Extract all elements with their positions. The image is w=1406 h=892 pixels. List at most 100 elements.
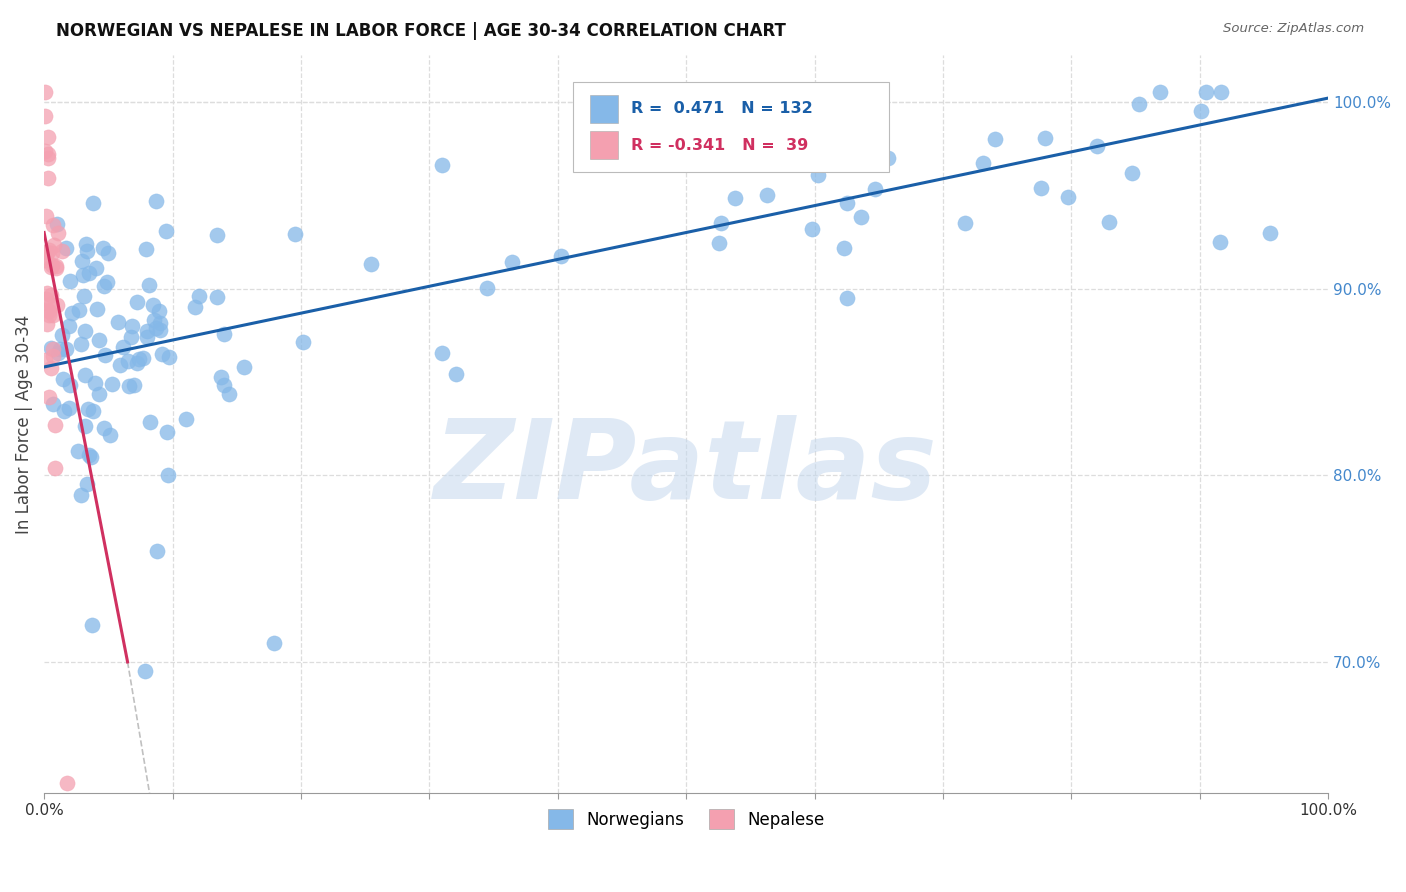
FancyBboxPatch shape xyxy=(591,95,619,123)
Point xyxy=(159,350,181,364)
Point xyxy=(89,333,111,347)
Point xyxy=(430,158,453,172)
Point xyxy=(823,86,845,100)
Point xyxy=(101,376,124,391)
Point xyxy=(46,227,69,241)
Point xyxy=(475,281,498,295)
Point xyxy=(835,196,858,211)
Point xyxy=(34,252,56,267)
Point xyxy=(139,415,162,429)
Point xyxy=(1057,189,1080,203)
Point xyxy=(67,302,90,317)
Point xyxy=(832,241,855,255)
Point xyxy=(42,238,65,252)
Point xyxy=(86,301,108,316)
Point xyxy=(214,326,236,341)
Point xyxy=(205,290,228,304)
Point xyxy=(846,86,869,100)
Point xyxy=(1128,96,1150,111)
Point xyxy=(37,147,59,161)
Point xyxy=(37,129,59,144)
Point xyxy=(44,418,66,433)
Point xyxy=(107,315,129,329)
Point xyxy=(863,182,886,196)
Point xyxy=(38,309,60,323)
Point xyxy=(62,306,84,320)
Point xyxy=(118,379,141,393)
Point xyxy=(59,274,82,288)
Point xyxy=(87,387,110,401)
Point xyxy=(205,228,228,243)
Point xyxy=(75,419,97,434)
Point xyxy=(263,636,285,650)
Point xyxy=(135,242,157,256)
Point xyxy=(148,304,170,318)
Point xyxy=(51,328,73,343)
Point xyxy=(39,287,62,301)
Point xyxy=(35,209,58,223)
Point xyxy=(756,188,779,202)
Point xyxy=(1209,86,1232,100)
Point xyxy=(184,300,207,314)
Point xyxy=(86,260,108,275)
Point xyxy=(73,368,96,382)
Point xyxy=(70,253,93,268)
Point xyxy=(1209,235,1232,249)
Point xyxy=(34,144,56,158)
Point xyxy=(134,665,156,679)
Point xyxy=(1033,131,1056,145)
Point xyxy=(156,425,179,440)
Point xyxy=(45,218,67,232)
FancyBboxPatch shape xyxy=(591,131,619,159)
Point xyxy=(82,196,104,211)
Point xyxy=(855,135,877,149)
Point xyxy=(155,224,177,238)
Point xyxy=(69,337,91,351)
Point xyxy=(121,319,143,334)
Point xyxy=(82,404,104,418)
Point xyxy=(127,356,149,370)
Point xyxy=(45,261,67,276)
Point xyxy=(984,132,1007,146)
Legend: Norwegians, Nepalese: Norwegians, Nepalese xyxy=(541,802,831,836)
Point xyxy=(432,346,454,360)
Point xyxy=(724,191,747,205)
FancyBboxPatch shape xyxy=(574,82,889,171)
Point xyxy=(112,340,135,354)
Point xyxy=(98,427,121,442)
Point xyxy=(76,477,98,491)
Point xyxy=(91,241,114,255)
Text: Source: ZipAtlas.com: Source: ZipAtlas.com xyxy=(1223,22,1364,36)
Point xyxy=(1189,104,1212,119)
Point xyxy=(39,260,62,274)
Point xyxy=(149,316,172,330)
Point xyxy=(136,329,159,343)
Point xyxy=(41,245,63,260)
Point xyxy=(128,352,150,367)
Point xyxy=(877,151,900,165)
Point xyxy=(34,352,56,367)
Point xyxy=(77,449,100,463)
Point xyxy=(149,323,172,337)
Point xyxy=(35,286,58,301)
Point xyxy=(58,401,80,416)
Point xyxy=(34,109,56,123)
Point xyxy=(93,348,115,362)
Point xyxy=(188,289,211,303)
Point xyxy=(38,390,60,404)
Point xyxy=(142,298,165,312)
Point xyxy=(110,358,132,372)
Point xyxy=(145,194,167,208)
Point xyxy=(218,387,240,401)
Text: R = -0.341   N =  39: R = -0.341 N = 39 xyxy=(631,137,808,153)
Point xyxy=(38,304,60,318)
Point xyxy=(851,210,873,224)
Point xyxy=(1260,227,1282,241)
Point xyxy=(72,268,94,283)
Point xyxy=(53,404,76,418)
Point xyxy=(55,342,77,356)
Point xyxy=(93,420,115,434)
Point xyxy=(42,396,65,410)
Point xyxy=(145,321,167,335)
Point xyxy=(117,354,139,368)
